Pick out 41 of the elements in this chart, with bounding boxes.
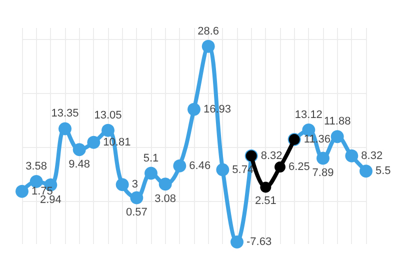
point <box>30 174 43 188</box>
point <box>158 178 172 191</box>
data-label: 3 <box>132 178 138 191</box>
data-label: 13.12 <box>294 108 322 121</box>
data-label: 28.6 <box>198 25 220 38</box>
point <box>16 184 28 198</box>
data-label: 3.58 <box>26 160 48 172</box>
point <box>116 178 129 192</box>
point <box>345 149 358 162</box>
point <box>230 236 244 248</box>
point <box>173 159 186 172</box>
data-label: 3.08 <box>154 193 176 206</box>
point <box>360 164 372 178</box>
data-label: 8.32 <box>361 150 383 162</box>
point <box>260 182 272 193</box>
point <box>72 143 86 156</box>
point <box>102 124 114 137</box>
data-label: 5.1 <box>143 152 159 164</box>
data-label: 13.05 <box>94 109 122 122</box>
data-label: 11.88 <box>324 116 351 128</box>
data-label: 2.51 <box>254 195 276 208</box>
point <box>130 191 144 204</box>
data-label: -7.63 <box>246 236 272 248</box>
data-label: 2.94 <box>40 194 62 206</box>
point <box>216 163 230 176</box>
point <box>202 40 215 53</box>
data-label: 13.35 <box>51 108 79 120</box>
data-label: 8.32 <box>260 150 282 162</box>
point <box>144 166 158 180</box>
data-label: 0.57 <box>126 206 148 219</box>
data-label: 6.46 <box>189 160 211 172</box>
data-label: 7.89 <box>312 167 334 180</box>
data-label: 6.25 <box>288 161 310 174</box>
data-label: 9.48 <box>68 158 90 171</box>
point <box>330 130 344 144</box>
point <box>316 152 330 165</box>
point <box>58 122 72 136</box>
point <box>87 136 100 149</box>
point <box>188 102 200 116</box>
data-label: 5.5 <box>376 165 391 178</box>
point <box>274 162 286 173</box>
